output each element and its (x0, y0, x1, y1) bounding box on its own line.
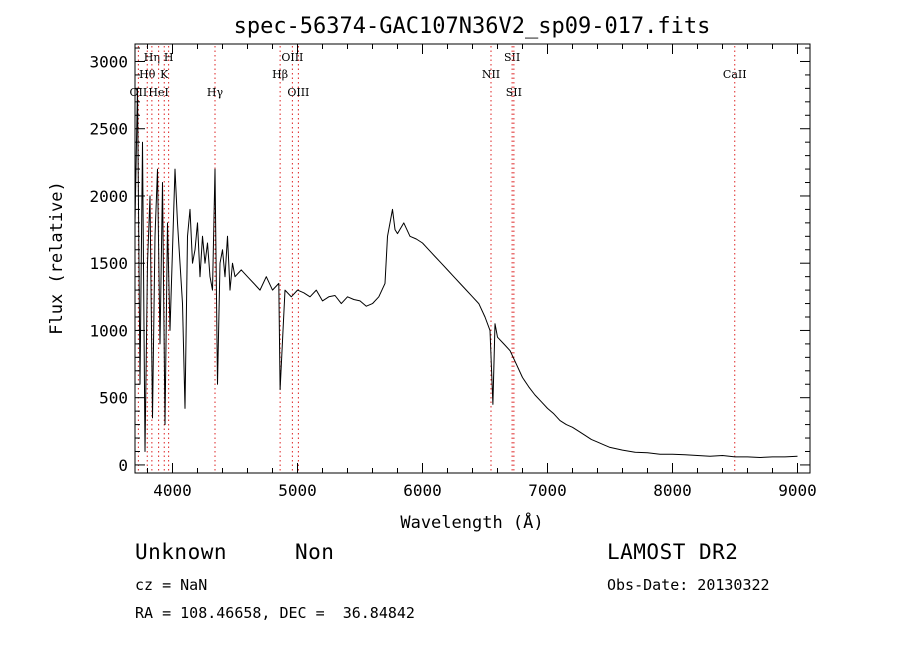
x-tick-label: 7000 (528, 481, 567, 500)
line-label: H (164, 51, 174, 64)
y-tick-label: 1500 (89, 254, 128, 273)
object-subclass: Non (295, 540, 335, 564)
y-tick-label: 0 (118, 456, 128, 475)
y-tick-label: 3000 (89, 52, 128, 71)
y-tick-label: 2500 (89, 120, 128, 139)
plot-area: OII Hθ Hη HeI KH Hγ Hβ OIII OIII NII SII SII CaII 400… (89, 43, 817, 500)
ra-dec-coordinates: RA = 108.46658, DEC = 36.84842 (135, 604, 415, 622)
spectrum-line (134, 87, 798, 458)
line-label: K (160, 68, 169, 81)
x-tick-label: 5000 (278, 481, 317, 500)
line-label: OII (130, 86, 148, 99)
x-tick-label: 8000 (653, 481, 692, 500)
line-label: NII (482, 68, 500, 81)
line-label: HeI (148, 86, 168, 99)
x-tick-label: 6000 (403, 481, 442, 500)
x-axis-label: Wavelength (Å) (400, 511, 543, 533)
line-label: Hβ (272, 68, 288, 81)
line-label: OIII (281, 51, 303, 64)
x-tick-label: 9000 (778, 481, 817, 500)
y-tick-label: 2000 (89, 187, 128, 206)
y-tick-label: 1000 (89, 321, 128, 340)
object-class: Unknown (135, 540, 228, 564)
survey-name: LAMOST DR2 (607, 540, 739, 564)
line-label: CaII (723, 68, 747, 81)
observation-date: Obs-Date: 20130322 (607, 576, 770, 594)
line-label: SII (504, 51, 520, 64)
redshift-cz: cz = NaN (135, 576, 208, 594)
y-axis-label: Flux (relative) (47, 181, 67, 335)
line-label: OIII (287, 86, 309, 99)
line-label: Hη (144, 51, 160, 64)
line-label: Hγ (207, 86, 224, 99)
plot-frame (134, 43, 811, 474)
x-tick-label: 4000 (153, 481, 192, 500)
line-label: SII (506, 86, 522, 99)
y-tick-label: 500 (99, 389, 128, 408)
chart-title: spec-56374-GAC107N36V2_sp09-017.fits (234, 14, 711, 39)
line-label: Hθ (139, 68, 156, 81)
